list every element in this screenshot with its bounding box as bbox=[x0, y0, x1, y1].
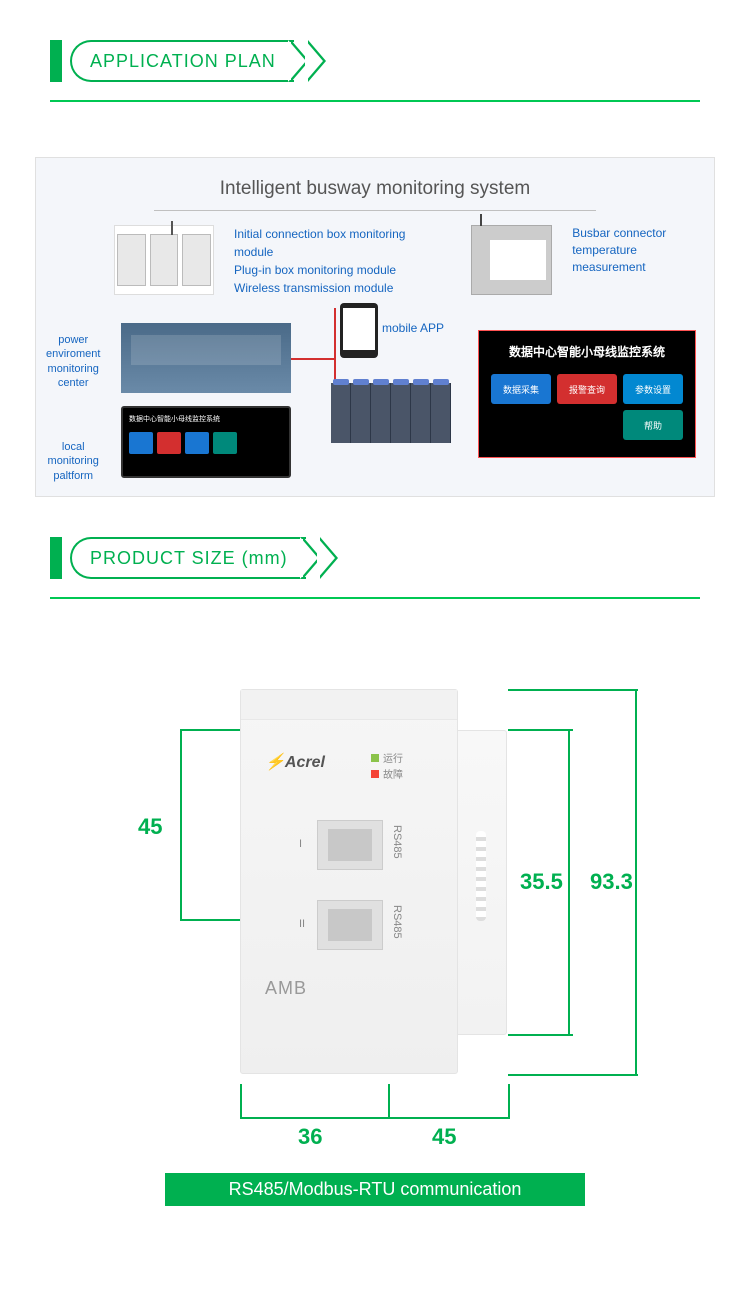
panel-button: 帮助 bbox=[623, 410, 683, 440]
rs485-port-icon bbox=[317, 820, 383, 870]
device-side bbox=[457, 730, 507, 1035]
big-panel-title: 数据中心智能小母线监控系统 bbox=[491, 343, 683, 360]
module-desc-line: Initial connection box monitoring module bbox=[234, 225, 421, 261]
model-label: AMB bbox=[265, 978, 307, 999]
panel-button: 数据采集 bbox=[491, 374, 551, 404]
title-underline bbox=[154, 210, 596, 211]
module-device-icon bbox=[114, 225, 214, 295]
dim-width-total: 45 bbox=[432, 1124, 456, 1150]
dimension-line bbox=[508, 1084, 510, 1119]
port-label: RS485 bbox=[391, 905, 403, 939]
divider bbox=[50, 597, 700, 599]
dimension-line bbox=[180, 729, 182, 919]
busway-diagram: Intelligent busway monitoring system Ini… bbox=[35, 157, 715, 497]
local-platform-label: local monitoring paltform bbox=[46, 440, 100, 483]
header-bar bbox=[50, 537, 62, 579]
left-labels: power enviroment monitoring center local… bbox=[46, 333, 100, 483]
diagram-title: Intelligent busway monitoring system bbox=[54, 178, 696, 200]
connector-description: Busbar connector temperature measurement bbox=[572, 225, 696, 275]
communication-footer: RS485/Modbus-RTU communication bbox=[165, 1173, 585, 1206]
device-body: ⚡Acrel 运行 故障 I RS485 II RS485 AMB bbox=[240, 689, 458, 1074]
panel-button-icon bbox=[129, 432, 153, 454]
dim-width-front: 36 bbox=[298, 1124, 322, 1150]
local-monitoring-panel: 数据中心智能小母线监控系统 bbox=[121, 406, 291, 478]
mobile-phone-icon bbox=[340, 303, 378, 358]
big-monitoring-panel: 数据中心智能小母线监控系统 数据采集 报警查询 参数设置 帮助 bbox=[478, 330, 696, 458]
dimension-line bbox=[388, 1084, 390, 1119]
dimension-line bbox=[508, 1034, 573, 1036]
panel-button-icon bbox=[213, 432, 237, 454]
product-size-diagram: ⚡Acrel 运行 故障 I RS485 II RS485 AMB 45 35.… bbox=[0, 629, 750, 1189]
section-header-product-size: PRODUCT SIZE (mm) bbox=[50, 537, 750, 579]
port-indicator: I bbox=[299, 838, 302, 850]
dimension-line bbox=[508, 1074, 638, 1076]
top-row: Initial connection box monitoring module… bbox=[114, 225, 696, 297]
arrow-icon bbox=[306, 537, 330, 579]
local-panel-title: 数据中心智能小母线监控系统 bbox=[129, 414, 283, 424]
panel-button-icon bbox=[185, 432, 209, 454]
dimension-line bbox=[180, 919, 240, 921]
divider bbox=[50, 100, 700, 102]
dimension-line bbox=[508, 689, 638, 691]
connection-line bbox=[291, 358, 336, 360]
rs485-port-icon bbox=[317, 900, 383, 950]
mobile-app-label: mobile APP bbox=[382, 321, 444, 335]
port-indicator: II bbox=[299, 918, 305, 930]
brand-label: ⚡Acrel bbox=[265, 752, 325, 772]
dimension-line bbox=[388, 1117, 508, 1119]
dimension-line bbox=[635, 689, 637, 1075]
module-desc-line: Plug-in box monitoring module bbox=[234, 261, 421, 279]
dimension-line bbox=[508, 729, 573, 731]
header-bar bbox=[50, 40, 62, 82]
section-header-application: APPLICATION PLAN bbox=[50, 40, 750, 82]
header-title: APPLICATION PLAN bbox=[70, 40, 294, 82]
panel-button: 参数设置 bbox=[623, 374, 683, 404]
dim-height-total: 93.3 bbox=[590, 869, 633, 895]
header-title: PRODUCT SIZE (mm) bbox=[70, 537, 306, 579]
port-label: RS485 bbox=[391, 825, 403, 859]
arrow-icon bbox=[294, 40, 318, 82]
dimension-line bbox=[180, 729, 240, 731]
dimension-line bbox=[240, 1117, 388, 1119]
module-description: Initial connection box monitoring module… bbox=[234, 225, 421, 297]
monitoring-center-photo bbox=[121, 323, 291, 393]
led-indicators: 运行 故障 bbox=[371, 752, 403, 784]
connector-desc-line: Busbar connector bbox=[572, 225, 696, 242]
panel-button-icon bbox=[157, 432, 181, 454]
server-cabinets-icon bbox=[331, 383, 451, 443]
dim-height-side: 35.5 bbox=[520, 869, 563, 895]
connector-desc-line: temperature measurement bbox=[572, 242, 696, 276]
panel-button: 报警查询 bbox=[557, 374, 617, 404]
env-center-label: power enviroment monitoring center bbox=[46, 333, 100, 390]
dimension-line bbox=[240, 1084, 242, 1119]
module-desc-line: Wireless transmission module bbox=[234, 279, 421, 297]
connector-device-icon bbox=[471, 225, 552, 295]
dimension-line bbox=[568, 729, 570, 1035]
dim-height-front: 45 bbox=[138, 814, 162, 840]
